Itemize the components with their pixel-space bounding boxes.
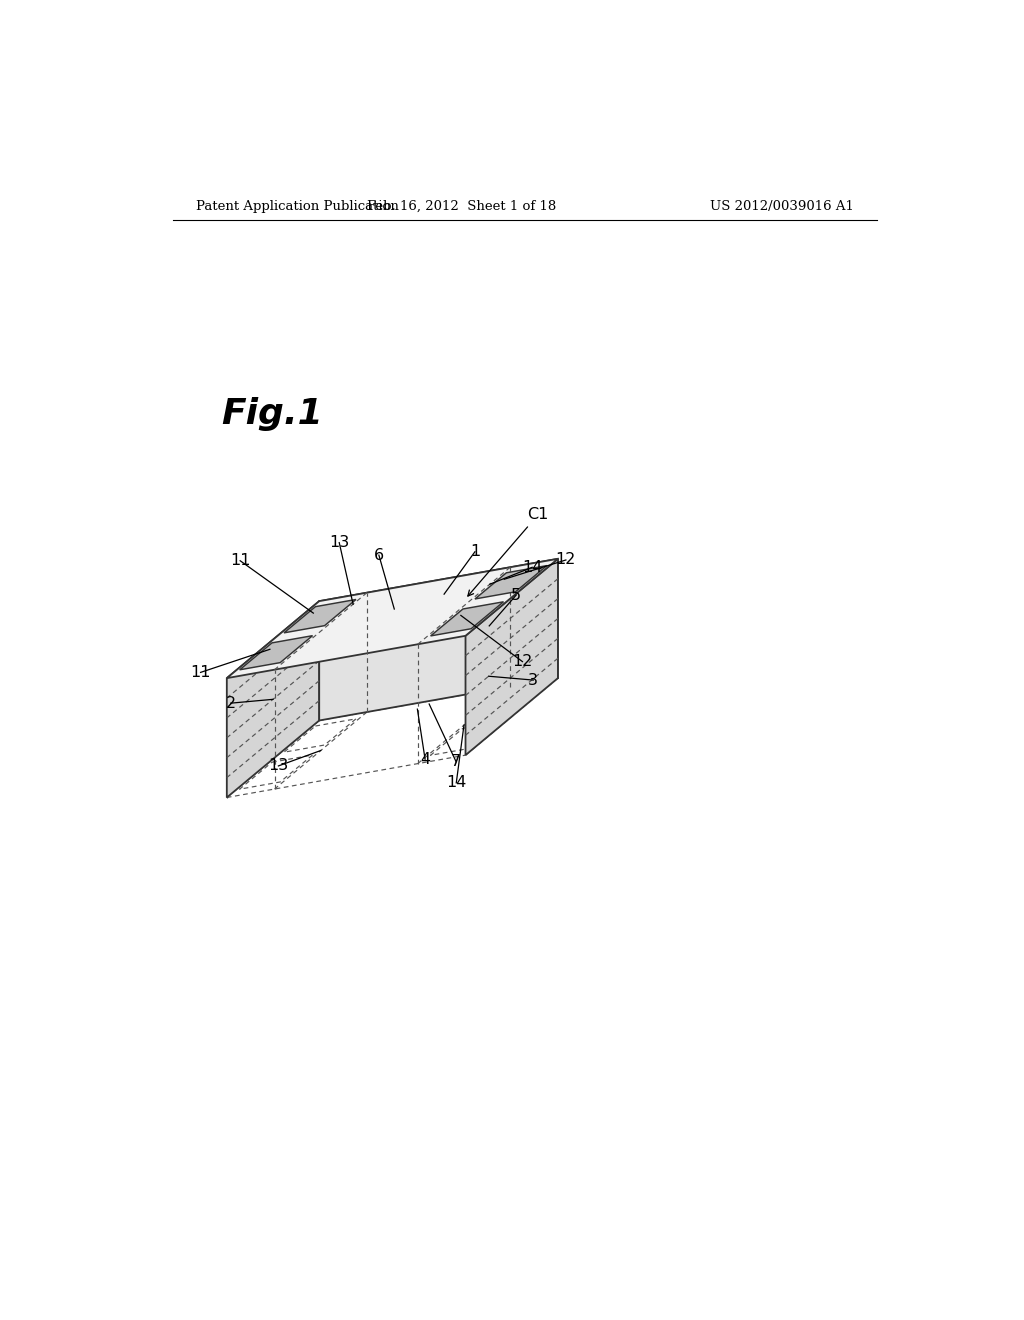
- Text: 12: 12: [556, 553, 577, 568]
- Polygon shape: [284, 599, 356, 632]
- Text: 3: 3: [528, 673, 539, 688]
- Polygon shape: [475, 565, 547, 599]
- Text: 14: 14: [446, 775, 467, 791]
- Text: 6: 6: [374, 548, 384, 562]
- Text: 13: 13: [329, 535, 349, 550]
- Text: US 2012/0039016 A1: US 2012/0039016 A1: [711, 199, 854, 213]
- Polygon shape: [319, 558, 558, 721]
- Text: 11: 11: [190, 665, 211, 680]
- Text: 7: 7: [451, 754, 461, 770]
- Polygon shape: [466, 558, 558, 755]
- Text: Patent Application Publication: Patent Application Publication: [196, 199, 399, 213]
- Text: C1: C1: [468, 507, 549, 597]
- Polygon shape: [240, 636, 312, 669]
- Text: 14: 14: [522, 560, 543, 574]
- Text: 4: 4: [420, 751, 430, 767]
- Text: Feb. 16, 2012  Sheet 1 of 18: Feb. 16, 2012 Sheet 1 of 18: [367, 199, 556, 213]
- Polygon shape: [226, 558, 558, 678]
- Polygon shape: [430, 602, 504, 636]
- Text: Fig.1: Fig.1: [221, 397, 324, 432]
- Polygon shape: [226, 601, 319, 797]
- Text: 13: 13: [268, 759, 289, 774]
- Text: 12: 12: [512, 655, 532, 669]
- Text: 11: 11: [230, 553, 251, 568]
- Text: 2: 2: [225, 696, 236, 710]
- Text: 1: 1: [470, 544, 480, 560]
- Text: 5: 5: [511, 587, 521, 603]
